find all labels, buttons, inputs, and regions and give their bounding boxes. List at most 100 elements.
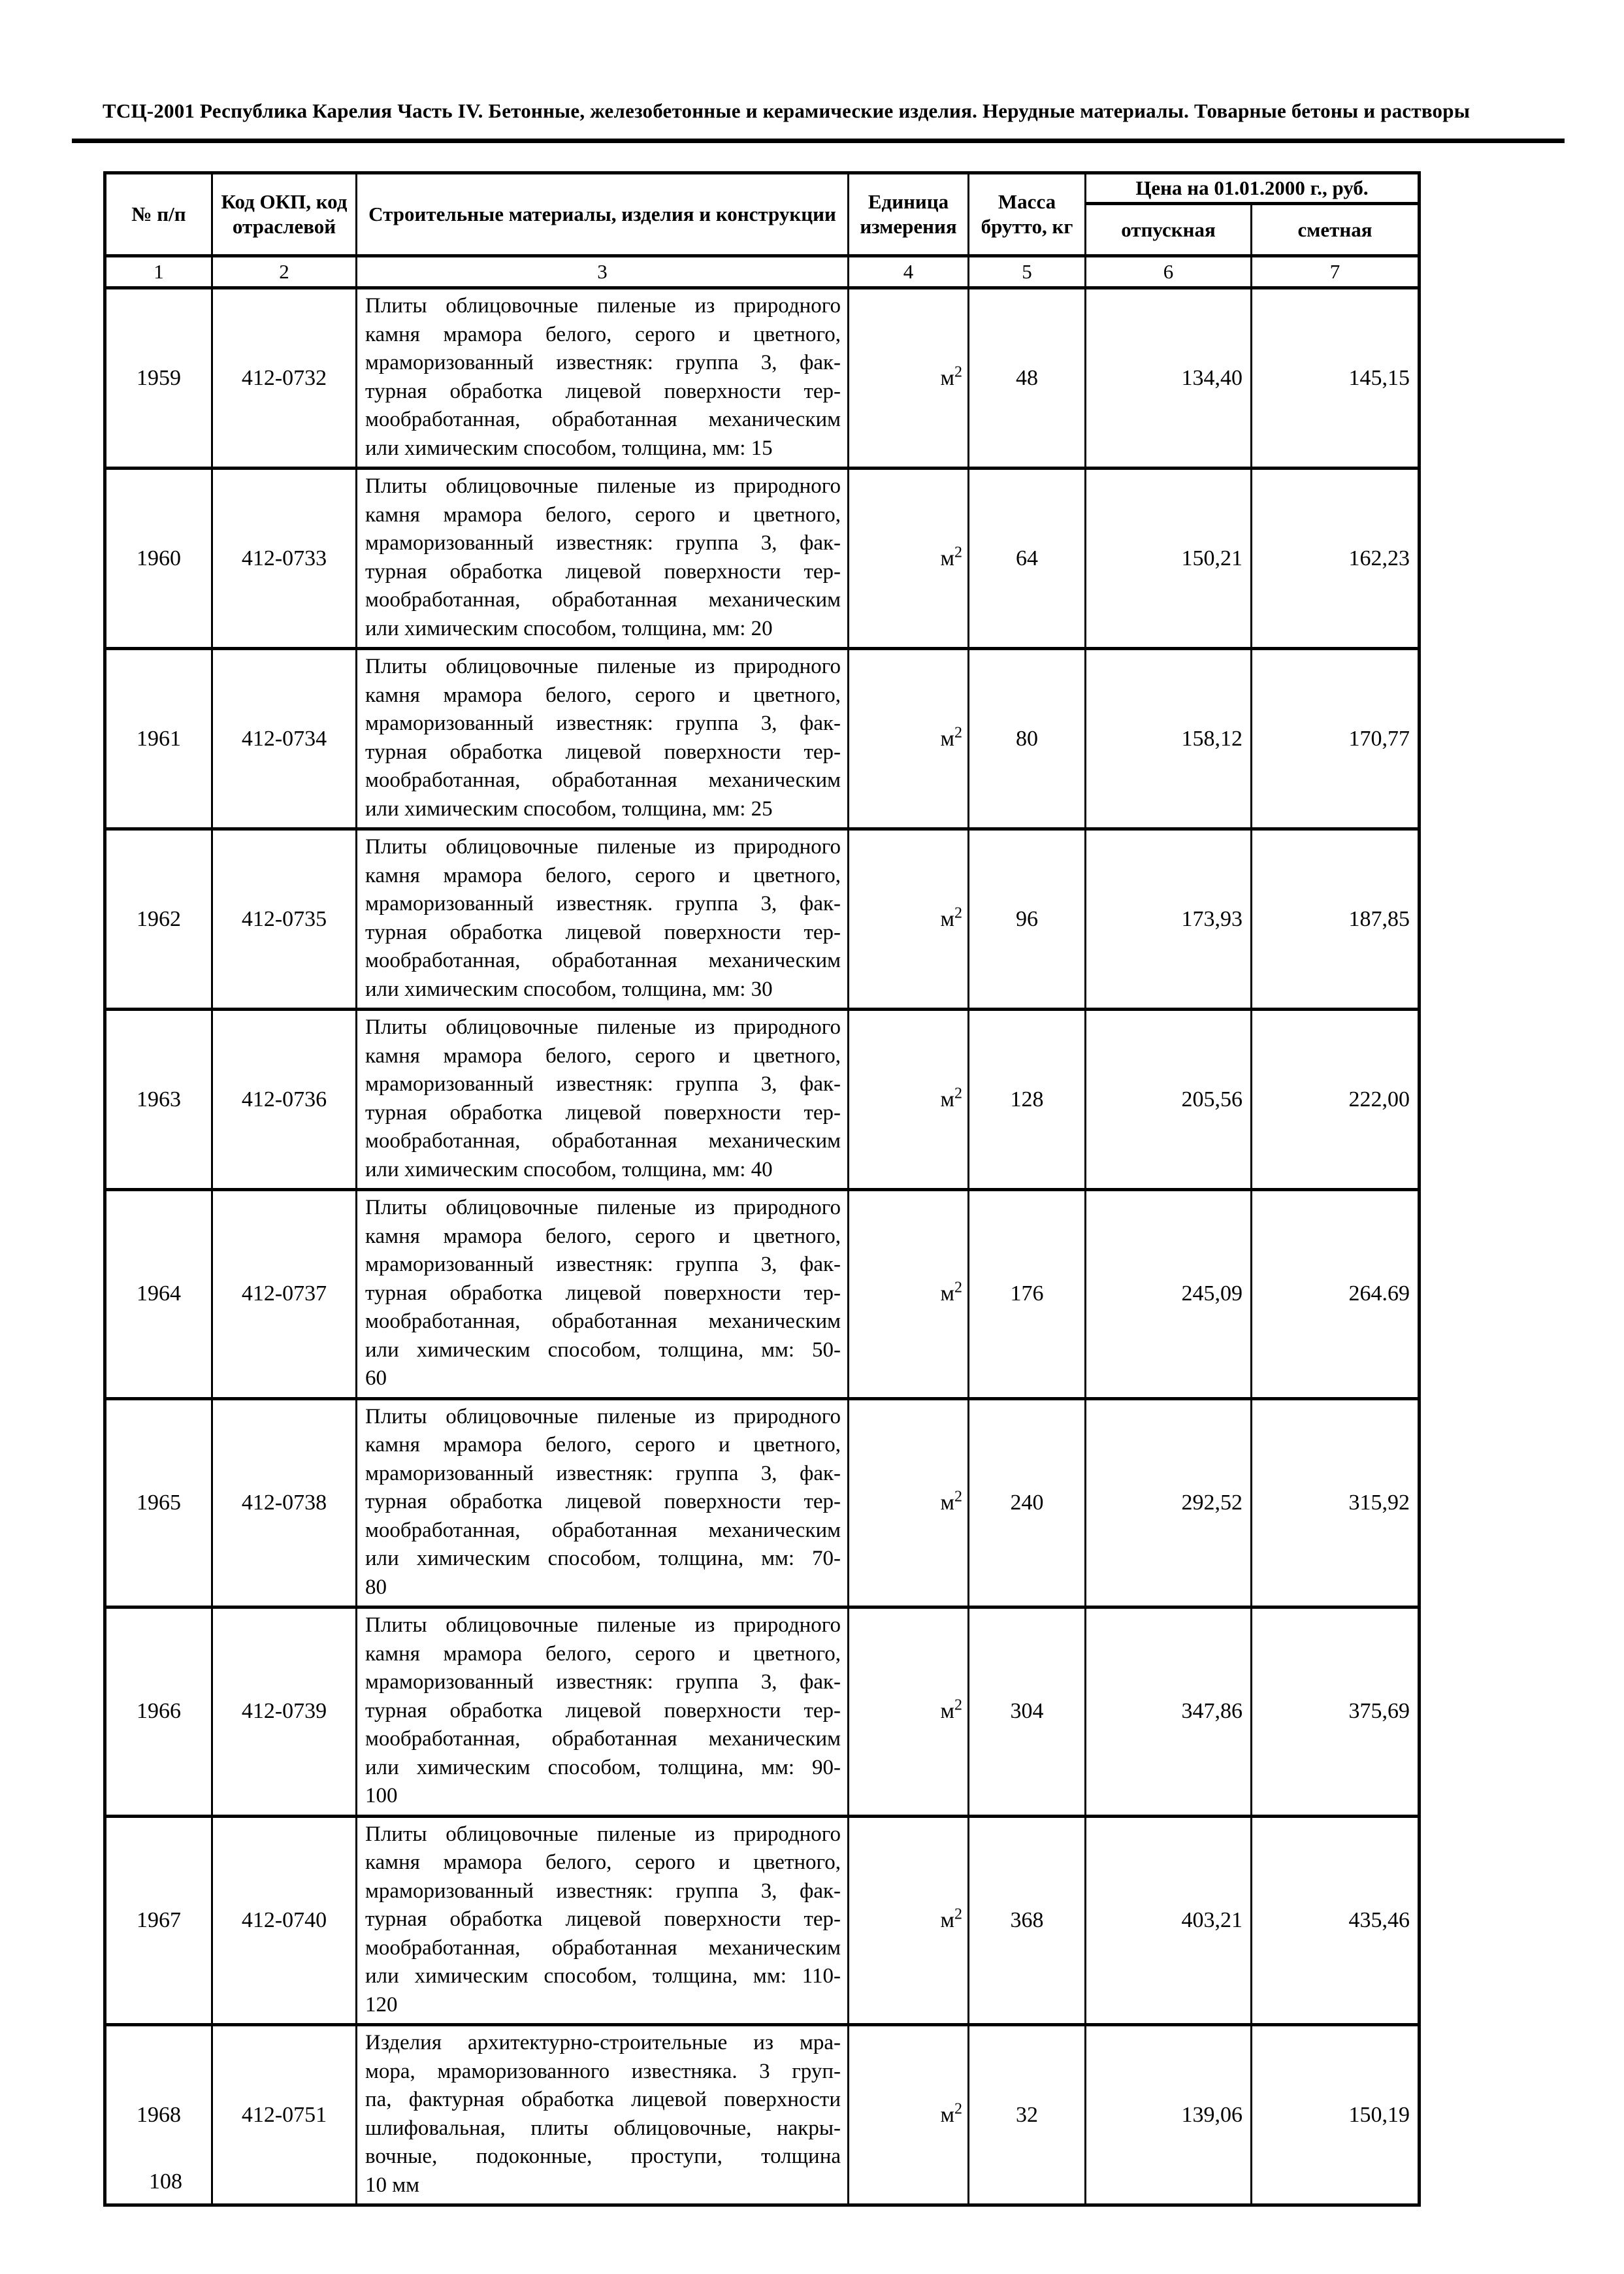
description-line: турная обработка лицевой поверхности тер… — [365, 1100, 841, 1125]
okp-code-cell: 412-0732 — [211, 286, 357, 470]
estimate-price-cell: 315,92 — [1250, 1396, 1420, 1609]
description-line: мраморизованный известняк: группа 3, фак… — [365, 531, 841, 555]
description-cell: Плиты облицовочные пиленые из природного… — [355, 1606, 849, 1818]
description-line: 60 — [365, 1366, 387, 1390]
description-line: турная обработка лицевой поверхности тер… — [365, 379, 841, 403]
row-number-cell: 1962 — [104, 827, 213, 1011]
unit-cell: м2 — [847, 1814, 969, 2026]
row-number-cell: 1964 — [104, 1188, 213, 1400]
unit-cell: м2 — [847, 1606, 969, 1818]
estimate-price-cell: 435,46 — [1250, 1814, 1420, 2026]
description-line: Плиты облицовочные пиленые из природного — [365, 1613, 841, 1637]
description-line: камня мрамора белого, серого и цветного, — [365, 1641, 841, 1666]
estimate-price-cell: 150,19 — [1250, 2023, 1420, 2207]
mass-cell: 304 — [967, 1606, 1086, 1818]
table-row: 1963 412-0736 Плиты облицовочные пиленые и… — [104, 1008, 1420, 1191]
column-index-4: 4 — [847, 254, 969, 289]
row-number-cell: 1961 — [104, 647, 213, 831]
description-line: шлифовальная, плиты облицовочные, накры- — [365, 2116, 841, 2140]
description-line: Плиты облицовочные пиленые из природного — [365, 1822, 841, 1846]
header-row-price-split: отпускная сметная — [105, 202, 1420, 257]
price-table: № п/п Код ОКП, код отраслевой Строительн… — [103, 171, 1421, 2207]
description-line: турная обработка лицевой поверхности тер… — [365, 1281, 841, 1305]
row-number-cell: 1965 — [104, 1396, 213, 1609]
release-price-cell: 347,86 — [1084, 1606, 1252, 1818]
column-number-row: 1 2 3 4 5 6 7 — [104, 254, 1420, 289]
row-number-cell: 1963 — [104, 1008, 213, 1191]
unit-cell: м2 — [847, 647, 969, 831]
mass-cell: 368 — [967, 1814, 1086, 2026]
table-row: 1967 412-0740 Плиты облицовочные пиленые и… — [104, 1814, 1420, 2026]
column-index-5: 5 — [967, 254, 1086, 289]
header-row-main: № п/п Код ОКП, код отраслевой Строительн… — [104, 171, 1420, 257]
estimate-price-cell: 187,85 — [1250, 827, 1420, 1011]
page-number: 108 — [149, 2169, 182, 2194]
description-line: Плиты облицовочные пиленые из природного — [365, 474, 841, 498]
description-line: камня мрамора белого, серого и цветного, — [365, 1433, 841, 1457]
header-divider-rule — [72, 139, 1565, 143]
mass-cell: 80 — [967, 647, 1086, 831]
description-line: Плиты облицовочные пиленые из природного — [365, 1015, 841, 1039]
col-header-unit: Единица измерения — [847, 171, 969, 257]
description-line: мраморизованный известняк. группа 3, фак… — [365, 892, 841, 915]
unit-cell: м2 — [847, 2023, 969, 2207]
description-line: камня мрамора белого, серого и цветного, — [365, 863, 841, 887]
description-line: Плиты облицовочные пиленые из природного — [365, 655, 841, 678]
description-line: мообработанная, обработанная механически… — [365, 588, 841, 612]
description-line: камня мрамора белого, серого и цветного, — [365, 1044, 841, 1068]
description-line: мообработанная, обработанная механически… — [365, 1727, 841, 1751]
description-line: мраморизованный известняк: группа 3, фак… — [365, 1670, 841, 1694]
description-line: мраморизованный известняк: группа 3, фак… — [365, 712, 841, 735]
description-line: турная обработка лицевой поверхности тер… — [365, 1907, 841, 1931]
description-line: камня мрамора белого, серого и цветного, — [365, 1851, 841, 1874]
description-cell: Плиты облицовочные пиленые из природного… — [355, 286, 849, 470]
description-line: или химическим способом, толщина, мм: 40 — [365, 1157, 773, 1181]
document-header-title: ТСЦ-2001 Республика Карелия Часть IV. Бе… — [103, 99, 1470, 122]
description-line: па, фактурная обработка лицевой поверхно… — [365, 2088, 841, 2111]
okp-code-cell: 412-0751 — [211, 2023, 357, 2207]
description-line: или химическим способом, толщина, мм: 50… — [365, 1338, 841, 1362]
mass-cell: 128 — [967, 1008, 1086, 1191]
description-cell: Плиты облицовочные пиленые из природного… — [355, 647, 849, 831]
description-line: или химическим способом, толщина, мм: 70… — [365, 1547, 841, 1570]
mass-cell: 48 — [967, 286, 1086, 470]
release-price-cell: 403,21 — [1084, 1814, 1252, 2026]
release-price-cell: 150,21 — [1084, 467, 1252, 650]
col-header-num: № п/п — [104, 171, 213, 257]
table-row: 1966 412-0739 Плиты облицовочные пиленые и… — [104, 1606, 1420, 1818]
description-cell: Плиты облицовочные пиленые из природного… — [355, 1814, 849, 2026]
table-row: 1968 412-0751 Изделия архитектурно-строите… — [104, 2023, 1420, 2207]
estimate-price-cell: 264.69 — [1250, 1188, 1420, 1400]
description-line: Плиты облицовочные пиленые из природного — [365, 835, 841, 859]
estimate-price-cell: 170,77 — [1250, 647, 1420, 831]
okp-code-cell: 412-0739 — [211, 1606, 357, 1818]
description-line: 10 мм — [365, 2173, 420, 2197]
table-row: 1964 412-0737 Плиты облицовочные пиленые и… — [104, 1188, 1420, 1400]
estimate-price-cell: 162,23 — [1250, 467, 1420, 650]
estimate-price-cell: 222,00 — [1250, 1008, 1420, 1191]
description-line: Плиты облицовочные пиленые из природного — [365, 1196, 841, 1219]
description-line: турная обработка лицевой поверхности тер… — [365, 1490, 841, 1513]
okp-code-cell: 412-0734 — [211, 647, 357, 831]
okp-code-cell: 412-0740 — [211, 1814, 357, 2026]
description-line: Плиты облицовочные пиленые из природного — [365, 1404, 841, 1428]
description-line: мора, мраморизованного известняка. 3 гру… — [365, 2059, 841, 2083]
description-line: турная обработка лицевой поверхности тер… — [365, 1698, 841, 1722]
description-line: Плиты облицовочные пиленые из природного — [365, 294, 841, 318]
unit-cell: м2 — [847, 1008, 969, 1191]
unit-cell: м2 — [847, 286, 969, 470]
description-line: камня мрамора белого, серого и цветного, — [365, 683, 841, 707]
mass-cell: 96 — [967, 827, 1086, 1011]
release-price-cell: 134,40 — [1084, 286, 1252, 470]
mass-cell: 176 — [967, 1188, 1086, 1400]
description-line: 120 — [365, 1992, 398, 2017]
column-index-2: 2 — [211, 254, 357, 289]
mass-cell: 32 — [967, 2023, 1086, 2207]
table-row: 1965 412-0738 Плиты облицовочные пиленые и… — [104, 1396, 1420, 1609]
release-price-cell: 292,52 — [1084, 1396, 1252, 1609]
description-line: турная обработка лицевой поверхности тер… — [365, 559, 841, 584]
okp-code-cell: 412-0733 — [211, 467, 357, 650]
column-index-1: 1 — [104, 254, 213, 289]
description-line: или химическим способом, толщина, мм: 25 — [365, 797, 773, 821]
row-number-cell: 1968 — [104, 2023, 213, 2207]
